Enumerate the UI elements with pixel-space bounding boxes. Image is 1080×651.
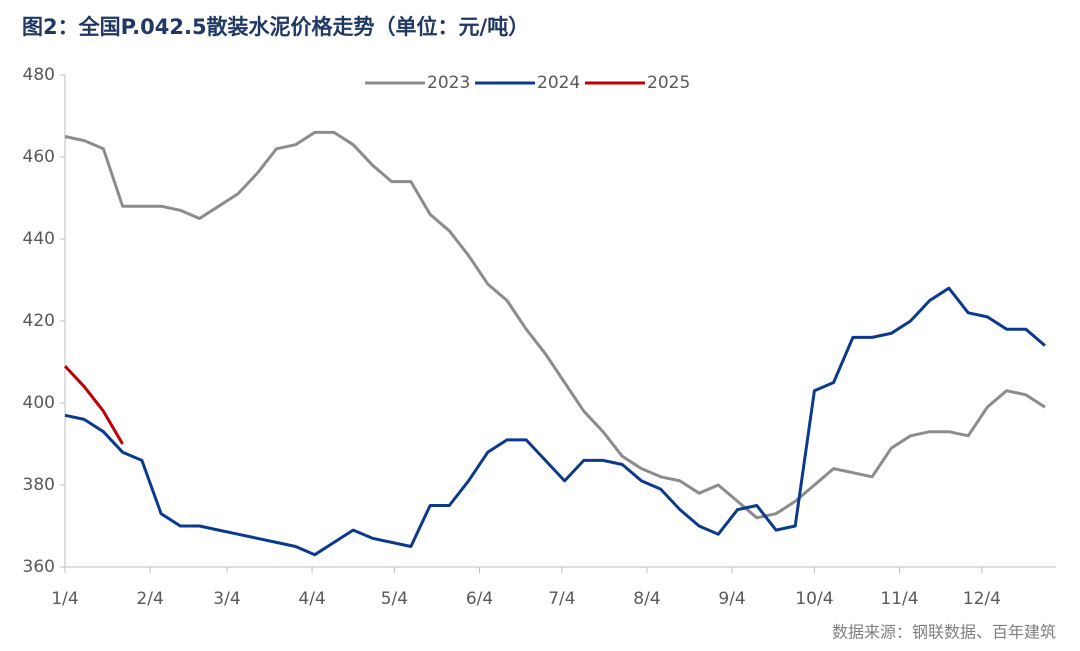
y-tick-label: 460 — [23, 147, 55, 167]
legend-label: 2023 — [427, 73, 470, 93]
legend-label: 2024 — [537, 73, 580, 93]
y-tick-label: 440 — [23, 229, 55, 249]
x-tick-label: 4/4 — [298, 589, 325, 609]
x-tick-label: 3/4 — [213, 589, 240, 609]
source-note: 数据来源：钢联数据、百年建筑 — [832, 623, 1056, 642]
x-tick-label: 5/4 — [381, 589, 408, 609]
series-line — [64, 286, 1046, 557]
x-tick-label: 2/4 — [136, 589, 163, 609]
y-tick-label: 400 — [23, 393, 55, 413]
legend-label: 2025 — [647, 73, 690, 93]
x-tick-label: 1/4 — [51, 589, 78, 609]
y-tick-label: 360 — [23, 557, 55, 577]
x-tick-label: 12/4 — [963, 589, 1001, 609]
series-line — [64, 130, 1046, 520]
x-tick-label: 11/4 — [880, 589, 918, 609]
chart-title: 图2：全国P.042.5散装水泥价格走势（单位：元/吨） — [22, 15, 529, 39]
x-tick-label: 10/4 — [795, 589, 833, 609]
y-tick-label: 480 — [23, 65, 55, 85]
series-line — [63, 365, 124, 445]
y-tick-label: 380 — [23, 475, 55, 495]
x-tick-label: 7/4 — [548, 589, 575, 609]
x-tick-label: 9/4 — [718, 589, 745, 609]
y-tick-label: 420 — [23, 311, 55, 331]
x-tick-label: 8/4 — [633, 589, 660, 609]
x-tick-label: 6/4 — [466, 589, 493, 609]
